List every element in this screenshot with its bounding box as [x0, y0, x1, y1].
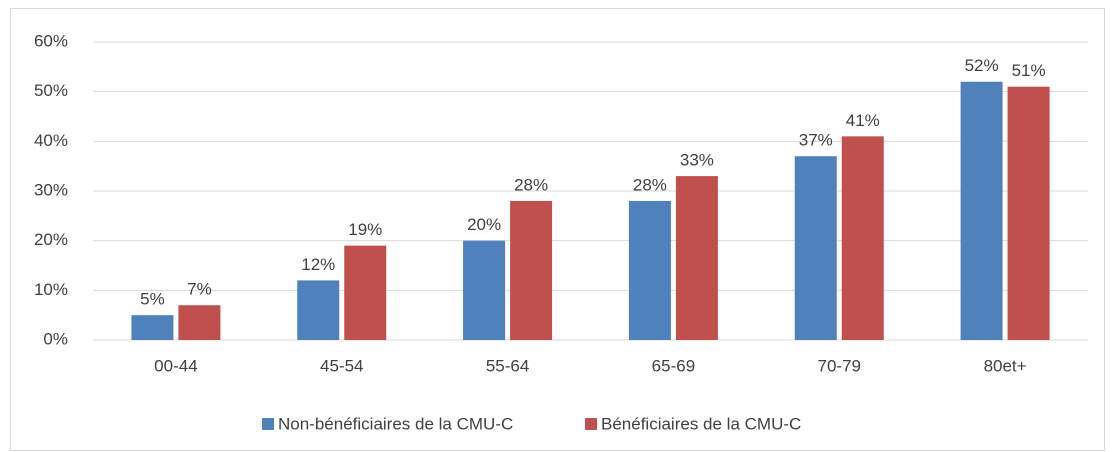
bar	[960, 81, 1003, 340]
y-tick-label: 60%	[34, 31, 68, 50]
bar	[178, 305, 221, 340]
data-label: 19%	[348, 220, 382, 239]
bar	[510, 200, 553, 340]
y-tick-label: 30%	[34, 180, 68, 199]
data-label: 12%	[301, 255, 335, 274]
data-label: 51%	[1012, 61, 1046, 80]
data-label: 5%	[140, 290, 165, 309]
y-tick-label: 0%	[43, 329, 68, 348]
y-tick-label: 50%	[34, 81, 68, 100]
legend-label: Bénéficiaires de la CMU-C	[601, 414, 801, 433]
x-tick-label: 55-64	[486, 356, 529, 375]
bar	[841, 136, 884, 340]
y-tick-label: 20%	[34, 230, 68, 249]
data-label: 37%	[799, 131, 833, 150]
y-tick-label: 10%	[34, 280, 68, 299]
x-tick-label: 80et+	[984, 356, 1027, 375]
bar	[131, 315, 174, 340]
bar	[794, 156, 837, 340]
data-label: 28%	[514, 175, 548, 194]
y-tick-label: 40%	[34, 131, 68, 150]
data-label: 7%	[187, 280, 212, 299]
data-label: 52%	[965, 56, 999, 75]
x-tick-label: 00-44	[154, 356, 197, 375]
bar	[344, 245, 387, 340]
x-tick-label: 45-54	[320, 356, 363, 375]
bar	[463, 240, 506, 340]
legend-label: Non-bénéficiaires de la CMU-C	[278, 414, 513, 433]
x-tick-label: 70-79	[818, 356, 861, 375]
legend-swatch	[262, 418, 274, 430]
data-label: 28%	[633, 175, 667, 194]
data-label: 33%	[680, 151, 714, 170]
legend-swatch	[585, 418, 597, 430]
bar	[675, 176, 718, 340]
chart-frame	[10, 8, 1105, 451]
data-label: 41%	[846, 111, 880, 130]
bar	[1007, 86, 1050, 340]
data-label: 20%	[467, 215, 501, 234]
x-tick-label: 65-69	[652, 356, 695, 375]
bar	[628, 200, 671, 340]
bar	[297, 280, 340, 340]
